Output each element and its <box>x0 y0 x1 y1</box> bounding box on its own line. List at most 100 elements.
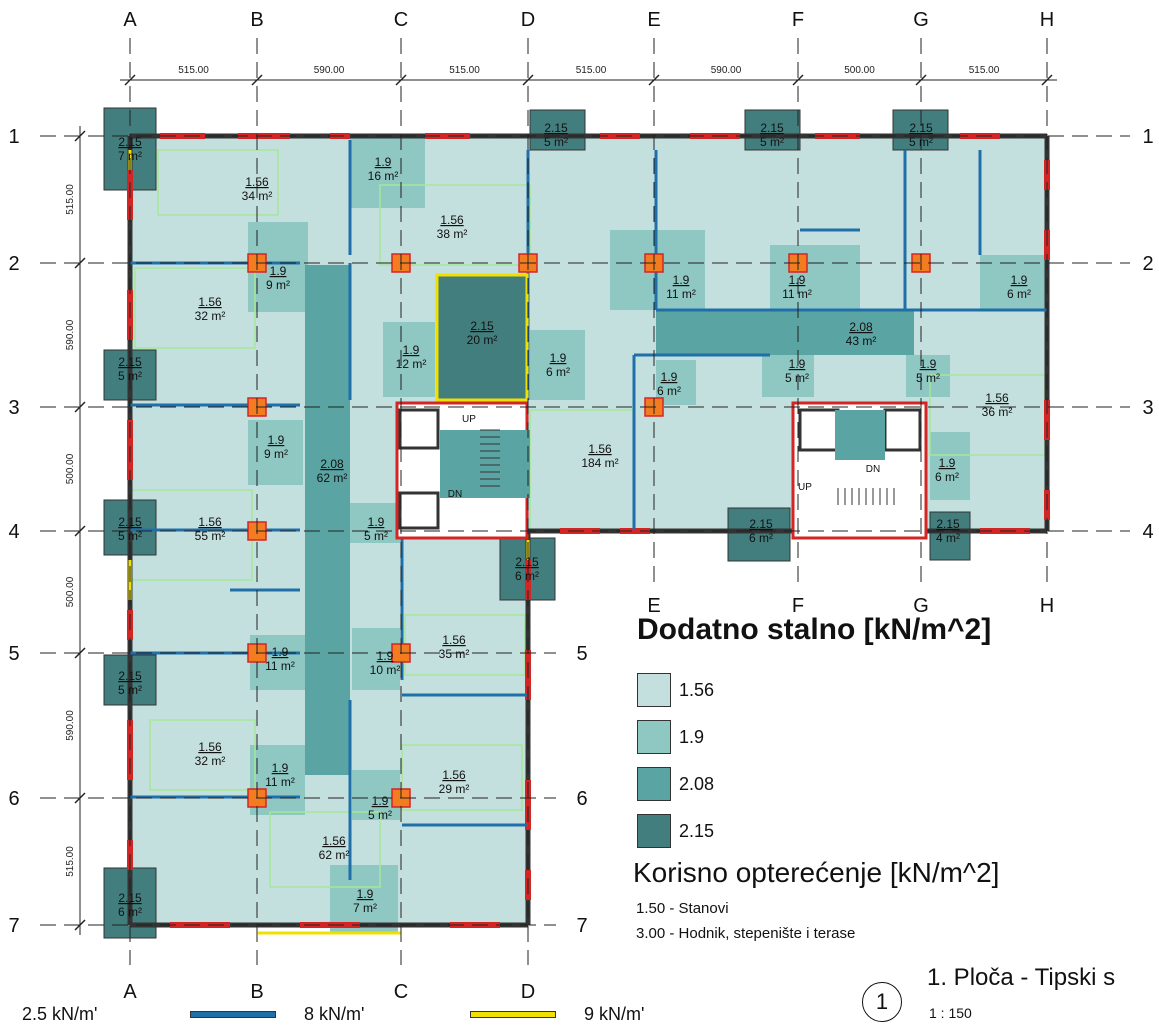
room-area-value: 62 m² <box>317 471 348 485</box>
grid-label-column: G <box>913 9 929 31</box>
room-load-value: 2.15 <box>118 515 142 529</box>
dimension-tick <box>74 257 86 269</box>
dimension-tick <box>1041 74 1053 86</box>
room-area-value: 4 m² <box>936 531 960 545</box>
line-load-legend-item: 9 kN/m' <box>470 1004 644 1025</box>
grid-label-column: C <box>394 9 408 31</box>
room-area-value: 6 m² <box>515 569 539 583</box>
legend-value: 1.56 <box>679 679 715 700</box>
legend-item: 2.15 <box>637 813 714 849</box>
room-area-value: 9 m² <box>264 447 288 461</box>
room-area-value: 5 m² <box>909 135 933 149</box>
room-area-value: 5 m² <box>544 135 568 149</box>
dimension-tick <box>74 919 86 931</box>
room-area-patch <box>656 310 914 355</box>
room-load-value: 2.15 <box>909 121 933 135</box>
room-area-value: 11 m² <box>265 659 295 673</box>
room-area-patch <box>350 503 400 543</box>
room-load-value: 2.15 <box>749 517 773 531</box>
dimension-lines: 515.00 590.00 515.00 515.00 590.00 500.00 515.… <box>65 65 1057 935</box>
dimension-text: 515.00 <box>65 846 76 877</box>
room-area-value: 9 m² <box>266 278 290 292</box>
room-area-value: 20 m² <box>467 333 498 347</box>
grid-label-row: 6 <box>576 788 587 810</box>
stair-up-label: UP <box>462 414 476 425</box>
legend-swatch <box>637 720 671 754</box>
room-load-value: 1.9 <box>939 456 956 470</box>
line-load-label: 2.5 kN/m' <box>22 1004 98 1024</box>
dimension-text: 515.00 <box>449 65 480 76</box>
view-title: 1. Ploča - Tipski s <box>927 964 1116 991</box>
legend-value: 2.15 <box>679 820 715 841</box>
room-load-value: 1.9 <box>1011 273 1028 287</box>
view-number-bubble: 1 <box>862 982 902 1022</box>
view-scale: 1 : 150 <box>929 1005 972 1021</box>
dimension-text: 590.00 <box>65 319 76 350</box>
dimension-text: 500.00 <box>65 576 76 607</box>
legend-value: 1.9 <box>679 726 705 747</box>
grid-label-column: A <box>123 981 137 1003</box>
stairs: UP DN DN UP <box>395 401 928 540</box>
room-load-value: 1.9 <box>268 433 285 447</box>
dimension-text: 515.00 <box>969 65 1000 76</box>
room-load-value: 1.56 <box>985 391 1009 405</box>
grid-label-row: 2 <box>1142 253 1153 275</box>
room-load-value: 2.15 <box>544 121 568 135</box>
room-load-value: 2.08 <box>849 320 873 334</box>
room-load-value: 2.15 <box>118 669 142 683</box>
room-area-value: 38 m² <box>437 227 468 241</box>
room-area-patch <box>727 507 791 562</box>
grid-label-column: E <box>647 595 660 617</box>
dimension-text: 515.00 <box>576 65 607 76</box>
grid-label-column: A <box>123 9 137 31</box>
line-load-sample <box>190 1011 276 1018</box>
dimension-tick <box>74 792 86 804</box>
legend-item: 1.56 <box>637 672 714 708</box>
live-load-title: Korisno opterećenje [kN/m^2] <box>633 857 1000 888</box>
room-area-value: 32 m² <box>195 309 226 323</box>
room-area-patch <box>350 136 425 208</box>
room-area-patch <box>330 865 398 933</box>
room-area-patch <box>530 330 585 400</box>
grid-label-column: E <box>647 9 660 31</box>
room-area-value: 6 m² <box>657 384 681 398</box>
grid-label-row: 5 <box>8 643 19 665</box>
room-area-value: 11 m² <box>265 775 295 789</box>
room-load-value: 1.56 <box>588 442 612 456</box>
live-load-item: 3.00 - Hodnik, stepenište i terase <box>636 925 856 942</box>
dimension-tick <box>74 525 86 537</box>
grid-label-row: 6 <box>8 788 19 810</box>
room-boundary <box>149 719 256 791</box>
room-load-value: 2.15 <box>760 121 784 135</box>
room-load-value: 1.56 <box>322 834 346 848</box>
grid-label-row: 5 <box>576 643 587 665</box>
lift-shaft <box>798 408 840 452</box>
room-load-value: 1.9 <box>372 794 389 808</box>
line-load-sample <box>470 1011 556 1018</box>
room-area-value: 36 m² <box>982 405 1013 419</box>
room-load-value: 1.9 <box>661 370 678 384</box>
live-load-item: 1.50 - Stanovi <box>636 900 729 917</box>
grid-label-column: G <box>913 595 929 617</box>
room-area-value: 12 m² <box>396 357 427 371</box>
room-load-value: 1.9 <box>357 887 374 901</box>
grid-label-row: 4 <box>1142 521 1153 543</box>
room-area-value: 5 m² <box>364 529 388 543</box>
room-area-patch <box>770 245 860 310</box>
room-area-value: 5 m² <box>760 135 784 149</box>
room-area-value: 32 m² <box>195 754 226 768</box>
room-load-value: 2.15 <box>470 319 494 333</box>
room-area-patch <box>930 432 970 500</box>
line-load-legend-item: 2.5 kN/m' <box>22 1004 97 1025</box>
room-load-value: 1.9 <box>403 343 420 357</box>
room-area-value: 6 m² <box>546 365 570 379</box>
room-load-value: 1.9 <box>789 273 806 287</box>
room-boundary <box>379 184 531 266</box>
room-area-value: 5 m² <box>916 371 940 385</box>
room-area-patch <box>305 265 350 775</box>
legend-value: 2.08 <box>679 773 715 794</box>
room-area-value: 6 m² <box>118 905 142 919</box>
room-area-patch <box>529 109 586 151</box>
grid-label-row: 2 <box>8 253 19 275</box>
